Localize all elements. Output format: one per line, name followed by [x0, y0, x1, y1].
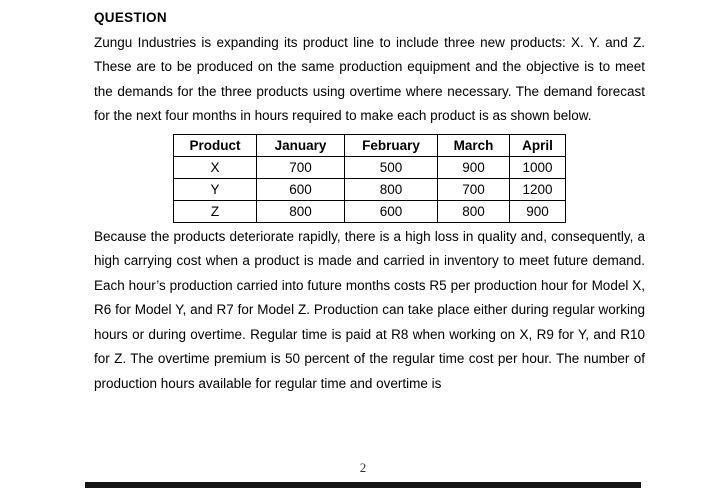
- intro-paragraph: Zungu Industries is expanding its produc…: [94, 34, 645, 124]
- table-header-april: April: [509, 133, 566, 157]
- table-header-january: January: [256, 133, 345, 157]
- table-cell: 600: [344, 199, 438, 223]
- table-cell: Y: [173, 177, 257, 201]
- table-header-row: Product January February March April: [173, 133, 566, 157]
- table-cell: Z: [173, 199, 257, 223]
- table-body: X 700 500 900 1000 Y 600 800 700 1200 Z …: [173, 155, 566, 223]
- table-cell: 1200: [509, 177, 566, 201]
- table-cell: 700: [437, 177, 510, 201]
- table-cell: X: [173, 155, 257, 179]
- page-bottom-edge-bar: [85, 482, 641, 488]
- table-cell: 600: [256, 177, 345, 201]
- demand-forecast-table: Product January February March April X 7…: [173, 133, 566, 223]
- table-head: Product January February March April: [173, 133, 566, 157]
- table-row: X 700 500 900 1000: [173, 155, 566, 179]
- table-header-product: Product: [173, 133, 257, 157]
- table-header-february: February: [344, 133, 438, 157]
- table-cell: 800: [256, 199, 345, 223]
- table-cell: 700: [256, 155, 345, 179]
- table-row: Z 800 600 800 900: [173, 199, 566, 223]
- question-heading: QUESTION: [94, 10, 167, 25]
- table-cell: 900: [509, 199, 566, 223]
- table-cell: 500: [344, 155, 438, 179]
- page-number: 2: [359, 460, 367, 475]
- table-row: Y 600 800 700 1200: [173, 177, 566, 201]
- table-cell: 1000: [509, 155, 566, 179]
- table-header-march: March: [437, 133, 510, 157]
- table-cell: 800: [344, 177, 438, 201]
- table-cell: 800: [437, 199, 510, 223]
- body-paragraph: Because the products deteriorate rapidly…: [94, 228, 645, 391]
- table-cell: 900: [437, 155, 510, 179]
- page-content: QUESTION Zungu Industries is expanding i…: [94, 6, 645, 396]
